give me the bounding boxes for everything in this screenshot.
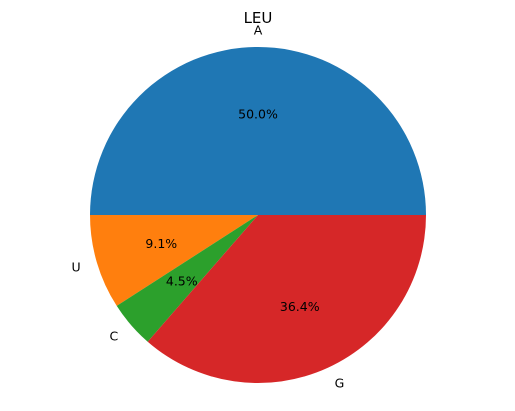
pie-category-label-g: G [335, 376, 345, 391]
pie-category-label-c: C [109, 328, 118, 343]
pie-pct-label-g: 36.4% [280, 299, 320, 314]
chart-title: LEU [244, 9, 273, 27]
pie-pct-label-c: 4.5% [166, 273, 198, 288]
pie-category-label-a: A [254, 23, 263, 38]
pie-slice-g [147, 215, 426, 383]
pie-pct-label-u: 9.1% [145, 236, 177, 251]
pie-slices [90, 47, 426, 383]
pie-slice-a [90, 47, 426, 215]
pie-slice-u [90, 215, 258, 306]
pie-category-label-u: U [72, 260, 81, 275]
pie-labels: 50.0% A 9.1% U 4.5% C 36.4% G [72, 23, 345, 391]
pie-pct-label-a: 50.0% [238, 107, 278, 122]
pie-slice-c [116, 215, 258, 342]
